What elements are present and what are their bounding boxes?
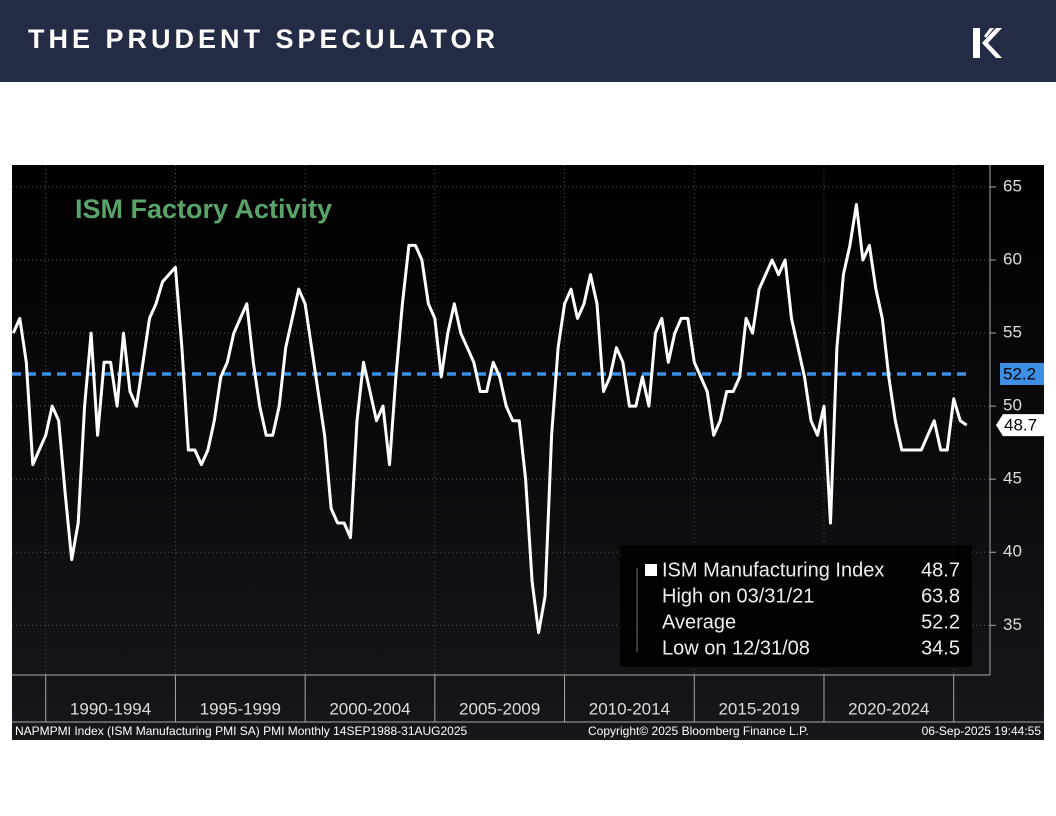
last-value-label: 48.7	[1004, 416, 1037, 435]
x-tick-label: 2020-2024	[848, 699, 929, 718]
chart-title: ISM Factory Activity	[75, 194, 332, 224]
legend-value: 34.5	[921, 637, 960, 659]
y-tick-label: 45	[1003, 469, 1022, 488]
footer-center: Copyright© 2025 Bloomberg Finance L.P.	[588, 724, 809, 738]
header-bar: THE PRUDENT SPECULATOR	[0, 0, 1056, 82]
y-tick-label: 50	[1003, 396, 1022, 415]
y-tick-label: 60	[1003, 249, 1022, 268]
y-tick-label: 55	[1003, 323, 1022, 342]
legend-label: Low on 12/31/08	[662, 637, 810, 659]
legend-value: 63.8	[921, 585, 960, 607]
x-tick-label: 2015-2019	[718, 699, 799, 718]
y-tick-label: 65	[1003, 176, 1022, 195]
x-tick-label: 2000-2004	[329, 699, 410, 718]
brand-title: THE PRUDENT SPECULATOR	[28, 24, 500, 54]
footer-right: 06-Sep-2025 19:44:55	[922, 724, 1042, 738]
y-tick-label: 40	[1003, 542, 1022, 561]
average-label: 52.2	[1003, 364, 1036, 383]
data-line	[11, 203, 968, 635]
footer-left: NAPMPMI Index (ISM Manufacturing PMI SA)…	[15, 724, 468, 738]
y-tick-label: 35	[1003, 615, 1022, 634]
logo	[973, 28, 1002, 58]
legend-swatch	[645, 564, 657, 576]
legend-label: ISM Manufacturing Index	[662, 559, 884, 581]
legend-value: 48.7	[921, 559, 960, 581]
x-tick-label: 2010-2014	[589, 699, 670, 718]
average-label-box	[1000, 362, 1044, 385]
last-value-box	[996, 414, 1044, 437]
legend-label: Average	[662, 611, 736, 633]
legend-value: 52.2	[921, 611, 960, 633]
legend-box	[620, 545, 972, 667]
x-tick-label: 2005-2009	[459, 699, 540, 718]
x-tick-label: 1995-1999	[200, 699, 281, 718]
legend-label: High on 03/31/21	[662, 585, 814, 607]
x-tick-label: 1990-1994	[70, 699, 151, 718]
